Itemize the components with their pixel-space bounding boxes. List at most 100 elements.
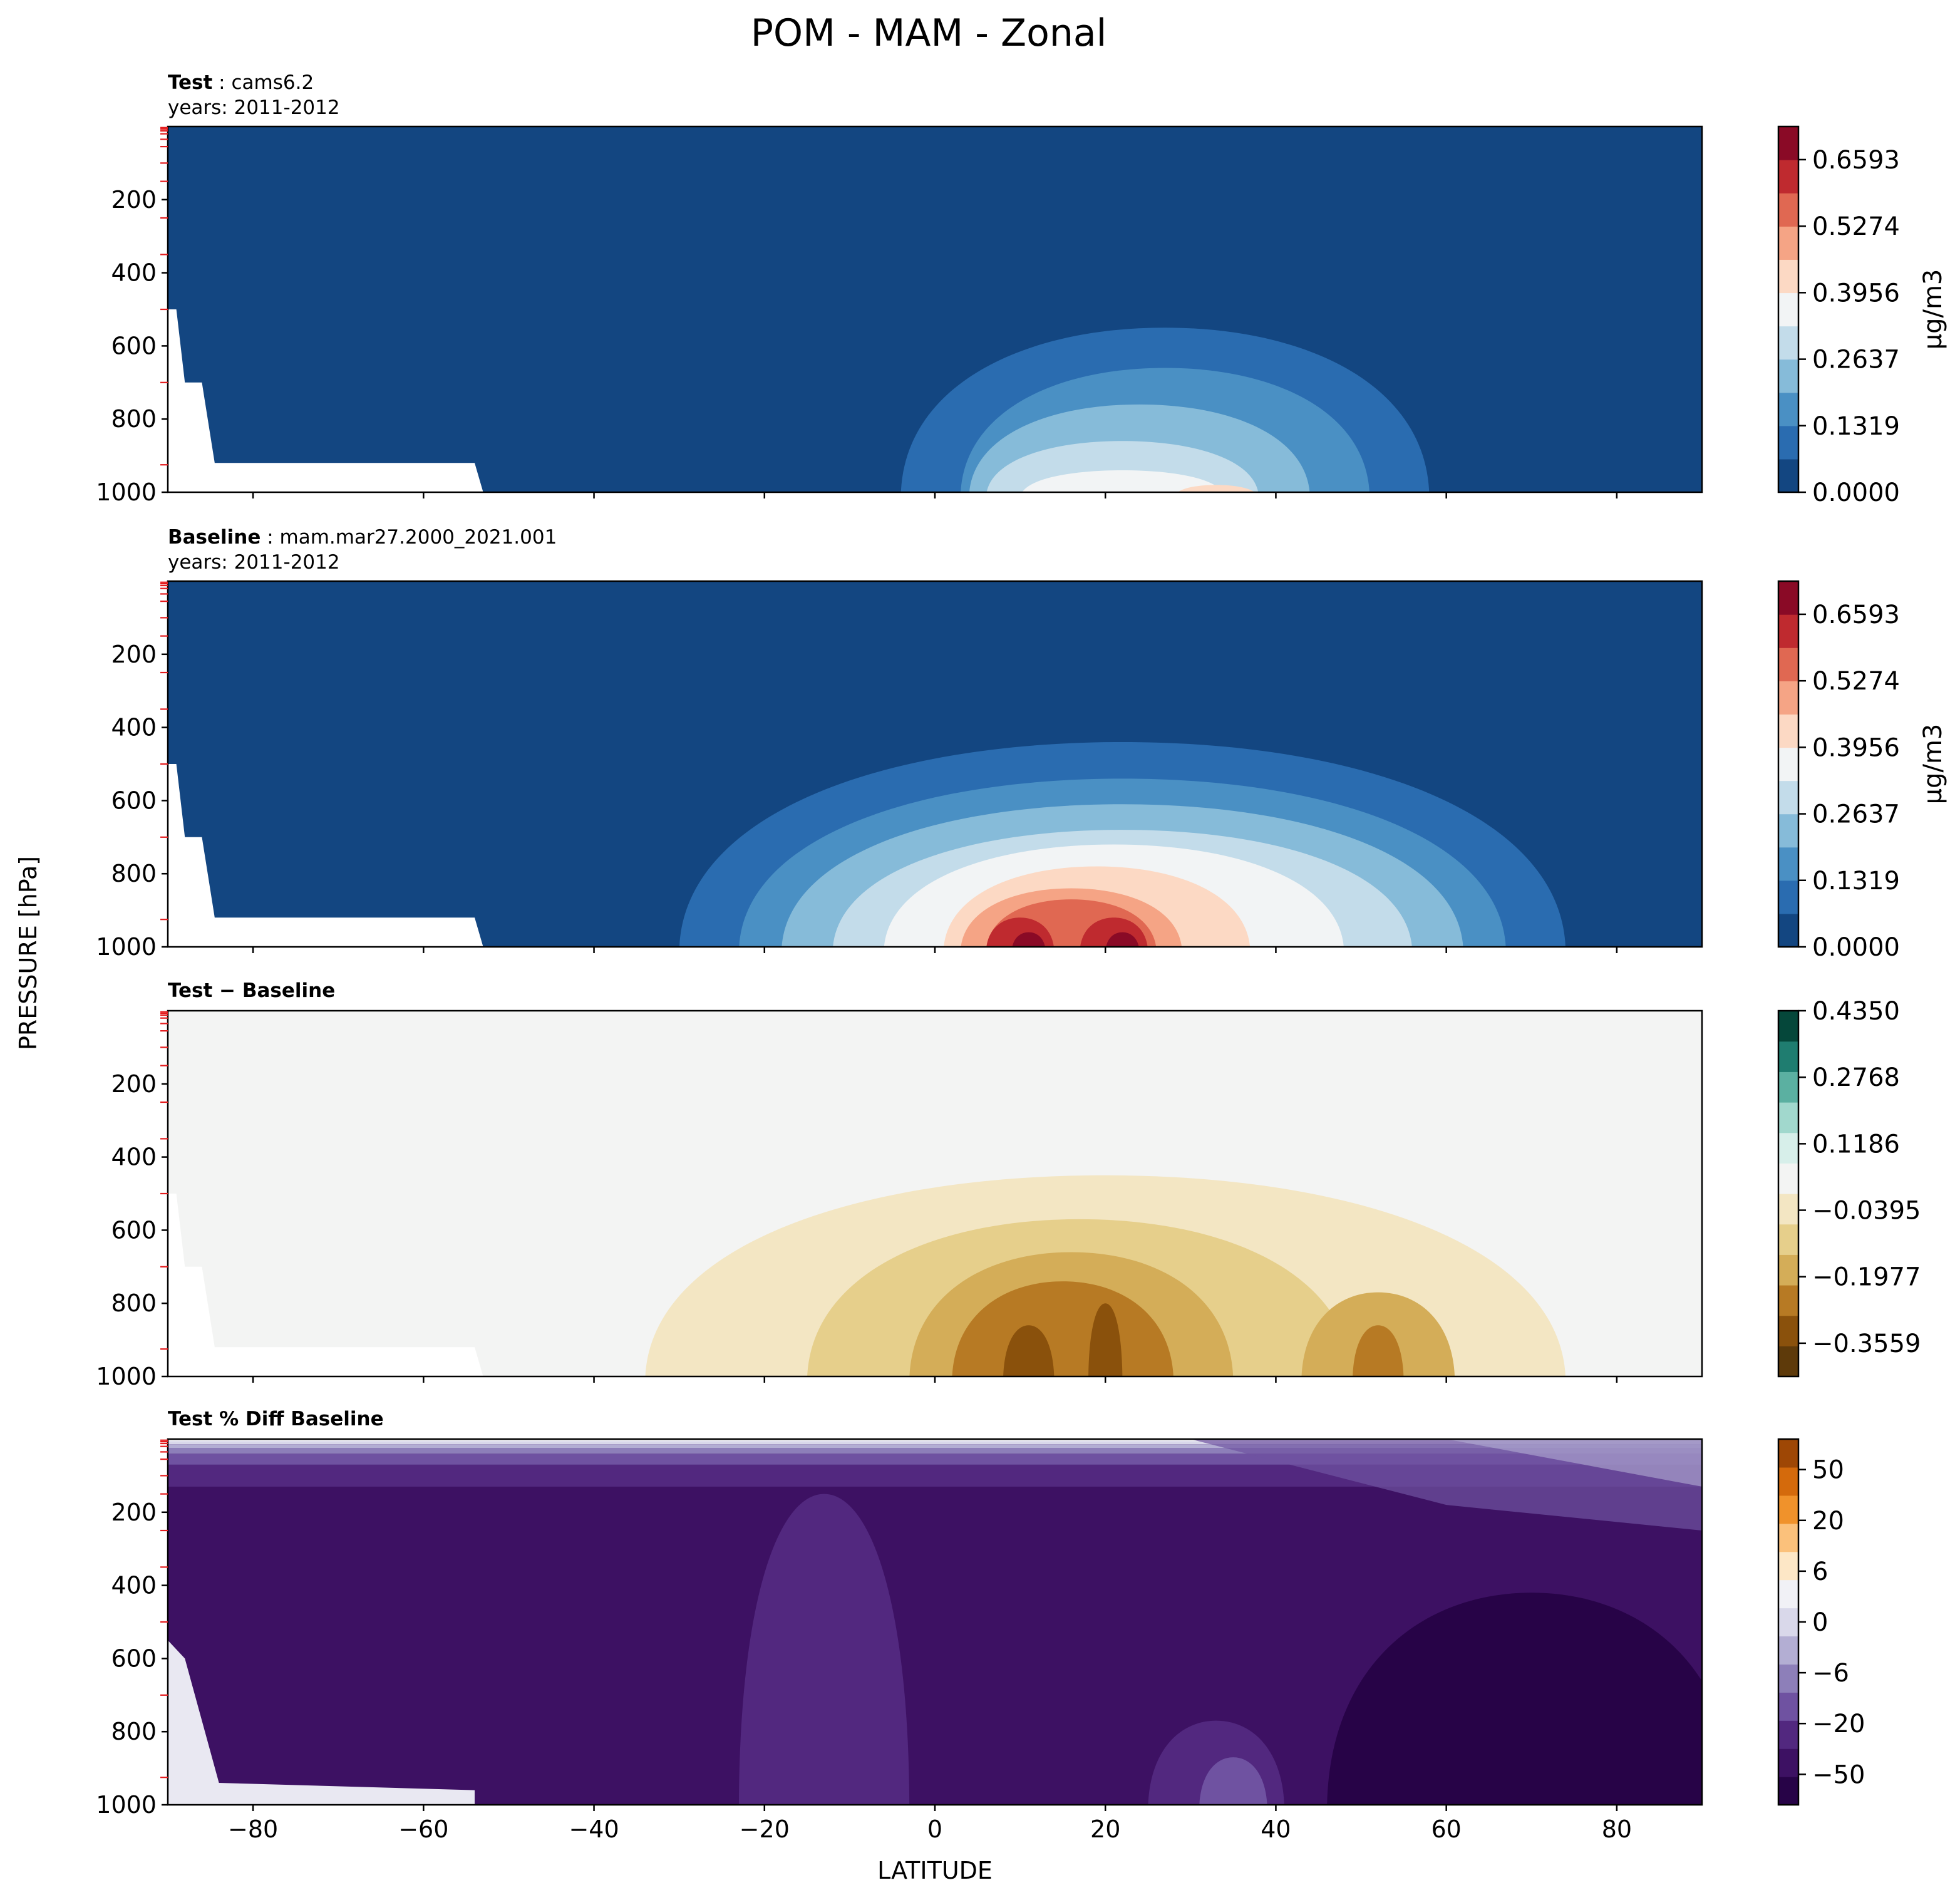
colorbar-swatch — [1778, 1163, 1798, 1194]
y-tick-label: 800 — [111, 860, 157, 887]
colorbar-tick-label: 0.5274 — [1812, 212, 1900, 241]
x-tick-label: 60 — [1431, 1815, 1461, 1843]
y-tick-label: 1000 — [96, 1791, 157, 1819]
colorbar-tick-label: 0.0000 — [1812, 933, 1900, 962]
panel-label-rest: : mam.mar27.2000_2021.001 — [260, 526, 557, 549]
colorbar-tick-label: 0.3956 — [1812, 733, 1900, 762]
plot-area — [168, 1439, 1702, 1805]
x-tick-label: 40 — [1261, 1815, 1291, 1843]
colorbar-swatch — [1778, 648, 1798, 681]
x-tick-label: 20 — [1090, 1815, 1120, 1843]
colorbar-swatch — [1778, 1467, 1798, 1496]
colorbar-swatch — [1778, 326, 1798, 360]
contour-region — [1199, 1757, 1267, 1805]
contour-region — [739, 1494, 910, 1805]
panel-label: Test : cams6.2 — [168, 71, 314, 94]
panel-years: years: 2011-2012 — [168, 551, 340, 574]
plot-area — [168, 581, 1702, 947]
colorbar-swatch — [1778, 359, 1798, 393]
missing-data-region — [168, 764, 483, 947]
colorbar-tick-label: 0.0000 — [1812, 478, 1900, 507]
contour-region — [1003, 1325, 1055, 1376]
plot-area — [168, 1011, 1702, 1376]
colorbar-tick-label: 0.2637 — [1812, 800, 1900, 829]
colorbar-frame — [1777, 580, 1800, 948]
colorbar-tick-label: 0.2637 — [1812, 346, 1900, 374]
colorbar-swatch — [1778, 714, 1798, 748]
colorbar-tick-label: 0 — [1812, 1608, 1828, 1637]
contour-region — [1022, 470, 1223, 492]
colorbar: −50 −20 −6 0 6 20 50 — [1777, 1438, 1865, 1806]
y-tick-label: 1000 — [96, 478, 157, 506]
colorbar-swatch — [1778, 425, 1798, 460]
colorbar-swatch — [1778, 392, 1798, 426]
colorbar-swatch — [1778, 1636, 1798, 1665]
colorbar-frame — [1777, 125, 1800, 493]
y-tick-label: 200 — [111, 1070, 157, 1098]
panel-label-bold: Test — [168, 71, 213, 94]
colorbar-tick-label: 0.4350 — [1812, 997, 1900, 1026]
colorbar-swatch — [1778, 259, 1798, 294]
colorbar-tick-label: 0.6593 — [1812, 146, 1900, 175]
colorbar-swatch — [1778, 1608, 1798, 1637]
y-tick-label: 800 — [111, 1289, 157, 1317]
panel-label-rest: : cams6.2 — [212, 71, 314, 94]
colorbar-swatch — [1778, 1315, 1798, 1346]
missing-data-region — [168, 1194, 483, 1376]
y-tick-label: 400 — [111, 1144, 157, 1171]
panel-label: Test − Baseline — [168, 979, 335, 1002]
colorbar-swatch — [1778, 1041, 1798, 1072]
figure-title: POM - MAM - Zonal — [751, 11, 1107, 55]
colorbar-swatch — [1778, 1495, 1798, 1524]
colorbar-swatch — [1778, 160, 1798, 194]
colorbar-tick-label: 0.1319 — [1812, 867, 1900, 896]
colorbar-swatch — [1778, 1579, 1798, 1609]
y-tick-label: 200 — [111, 186, 157, 214]
x-tick-label: 0 — [927, 1815, 942, 1843]
colorbar-swatch — [1778, 292, 1798, 327]
colorbar-label: μg/m3 — [1919, 724, 1947, 805]
y-tick-label: 400 — [111, 1572, 157, 1599]
band — [168, 1441, 1702, 1445]
colorbar-tick-label: −0.1977 — [1812, 1263, 1921, 1292]
x-tick-label: −80 — [228, 1815, 278, 1843]
colorbar-tick-label: 20 — [1812, 1507, 1844, 1536]
contour-region — [1088, 1303, 1123, 1376]
y-axis-label: PRESSURE [hPa] — [14, 856, 42, 1050]
colorbar-swatch — [1778, 581, 1798, 615]
colorbar-swatch — [1778, 1285, 1798, 1316]
y-tick-label: 1000 — [96, 933, 157, 961]
colorbar-tick-label: 50 — [1812, 1456, 1844, 1485]
y-tick-label: 600 — [111, 1644, 157, 1672]
y-tick-label: 400 — [111, 714, 157, 741]
colorbar-swatch — [1778, 780, 1798, 815]
colorbar-tick-label: −50 — [1812, 1760, 1865, 1789]
band — [168, 1439, 1702, 1442]
panel-label: Baseline : mam.mar27.2000_2021.001 — [168, 526, 557, 549]
colorbar-tick-label: 0.6593 — [1812, 601, 1900, 629]
colorbar-swatch — [1778, 458, 1798, 493]
panel-label: Test % Diff Baseline — [168, 1408, 384, 1430]
panel-years: years: 2011-2012 — [168, 96, 340, 119]
panel-label-bold: Test − Baseline — [168, 979, 335, 1002]
colorbar-swatch — [1778, 1071, 1798, 1103]
colorbar-swatch — [1778, 1748, 1798, 1777]
colorbar-swatch — [1778, 1720, 1798, 1749]
contour-region — [1327, 1593, 1702, 1805]
missing-data-region — [168, 1640, 475, 1805]
colorbar-swatch — [1778, 1132, 1798, 1164]
y-tick-label: 800 — [111, 1718, 157, 1745]
colorbar-tick-label: −0.0395 — [1812, 1197, 1921, 1226]
colorbar-swatch — [1778, 913, 1798, 947]
colorbar-tick-label: 6 — [1812, 1557, 1828, 1586]
colorbar-swatch — [1778, 1224, 1798, 1255]
y-tick-label: 200 — [111, 641, 157, 668]
colorbar-swatch — [1778, 1692, 1798, 1721]
x-tick-label: −40 — [569, 1815, 619, 1843]
colorbar-swatch — [1778, 1102, 1798, 1133]
x-tick-label: 80 — [1602, 1815, 1632, 1843]
